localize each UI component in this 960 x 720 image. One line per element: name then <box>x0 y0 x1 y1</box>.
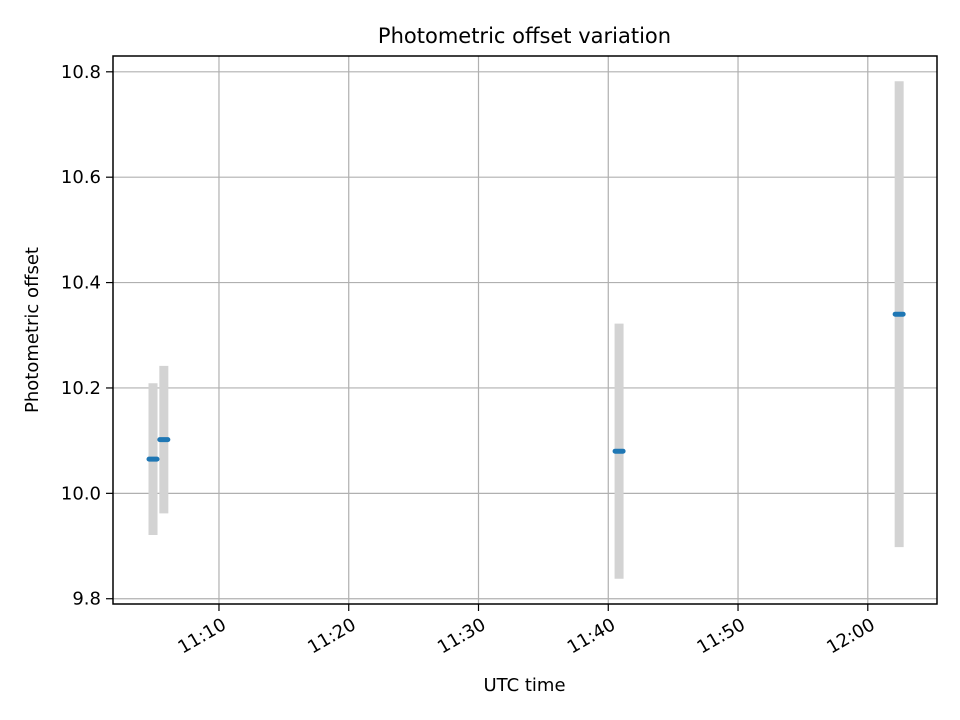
x-axis-label: UTC time <box>483 675 565 696</box>
y-tick-label: 9.8 <box>72 589 101 610</box>
plot-area-frame <box>112 55 938 605</box>
chart-title: Photometric offset variation <box>378 24 671 48</box>
x-tick-label: 11:50 <box>694 614 749 658</box>
grid <box>113 56 937 604</box>
x-tick-label: 11:10 <box>174 614 229 658</box>
x-tick-label: 12:00 <box>823 614 878 658</box>
x-tick-label: 11:30 <box>434 614 489 658</box>
error-bars <box>148 81 904 579</box>
x-axis: 11:10 11:20 11:30 11:40 11:50 12:00 <box>174 604 879 658</box>
y-axis: 9.8 10.0 10.2 10.4 10.6 10.8 <box>61 62 113 610</box>
y-axis-label: Photometric offset <box>22 247 43 413</box>
data-points <box>146 311 906 462</box>
y-tick-label: 10.2 <box>61 378 101 399</box>
y-tick-label: 10.0 <box>61 483 101 504</box>
y-tick-label: 10.6 <box>61 167 101 188</box>
x-tick-label: 11:20 <box>304 614 359 658</box>
x-tick-label: 11:40 <box>564 614 619 658</box>
y-tick-label: 10.8 <box>61 62 101 83</box>
y-tick-label: 10.4 <box>61 273 101 294</box>
